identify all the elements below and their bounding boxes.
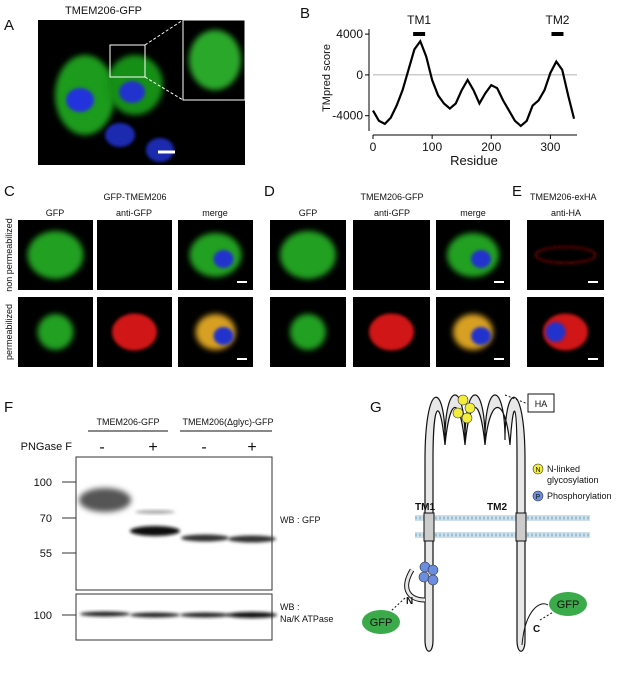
chart: TMpred score Residue 4000 0 -4000 0 100 200 30… <box>321 13 577 168</box>
blot-label: WB : <box>280 602 300 612</box>
y-tick-label: 0 <box>356 68 363 82</box>
cell <box>280 231 336 279</box>
band <box>80 611 130 617</box>
panel-title: TMEM206-GFP <box>65 5 142 17</box>
legend-symbol: N <box>535 467 540 474</box>
lane-label: + <box>247 439 256 456</box>
group-label: TMEM206(Δglyc)-GFP <box>182 417 273 427</box>
x-tick-label: 100 <box>422 140 442 154</box>
x-tick-label: 200 <box>481 140 501 154</box>
band <box>180 612 230 618</box>
tm-label: TM2 <box>487 502 507 513</box>
panel-label: E <box>512 183 522 200</box>
blot <box>75 456 273 591</box>
band <box>130 612 180 618</box>
band <box>135 510 175 514</box>
nucleus <box>213 250 234 268</box>
legend-label: glycosylation <box>547 475 599 485</box>
connector <box>144 76 184 101</box>
terminus-label: C <box>533 624 540 635</box>
inset <box>182 19 246 101</box>
tag-label: HA <box>535 399 548 409</box>
gfp-label: GFP <box>370 617 393 629</box>
cell <box>535 246 596 264</box>
marker-label: 55 <box>40 548 52 560</box>
nucleus <box>213 327 234 345</box>
marker-label: 70 <box>40 513 52 525</box>
panel-label: D <box>264 183 275 200</box>
gfp-label: GFP <box>557 599 580 611</box>
line <box>372 38 576 128</box>
band <box>181 534 229 542</box>
row-label: non permeabilized <box>4 218 14 292</box>
micrograph <box>38 20 245 165</box>
terminus-label: N <box>406 596 413 607</box>
cell <box>112 313 157 351</box>
band <box>228 535 276 543</box>
row-label: permeabilized <box>4 304 14 360</box>
x-tick-label: 300 <box>540 140 560 154</box>
treatment-label: PNGase F <box>21 441 73 453</box>
lane-label: + <box>148 439 157 456</box>
annotation-bar <box>413 32 426 36</box>
column-label: GFP <box>299 208 318 218</box>
cell <box>369 313 414 351</box>
column-label: anti-HA <box>551 208 581 218</box>
nucleus <box>471 250 491 268</box>
blot-label: Na/K ATPase <box>280 614 333 624</box>
nucleus <box>471 327 491 345</box>
legend-symbol: P <box>536 494 541 501</box>
micrographs <box>18 220 604 367</box>
y-axis-label: TMpred score <box>321 44 333 112</box>
cell <box>290 314 326 350</box>
panel-label: F <box>4 399 13 416</box>
annotation: TM2 <box>545 13 569 27</box>
panel-label: G <box>370 399 382 416</box>
lane-label: - <box>201 439 206 456</box>
group-label: TMEM206-GFP <box>96 417 159 427</box>
band <box>227 612 277 618</box>
panel-label: C <box>4 183 15 200</box>
column-label: anti-GFP <box>374 208 410 218</box>
micrograph <box>527 220 604 290</box>
marker-label: 100 <box>34 477 52 489</box>
panel-title: TMEM206-exHA <box>530 192 597 202</box>
topology-diagram <box>362 393 590 652</box>
nucleus <box>545 322 566 342</box>
panel-title: TMEM206-GFP <box>360 192 423 202</box>
band <box>130 526 180 536</box>
column-label: merge <box>460 208 486 218</box>
panel-label: B <box>300 5 310 22</box>
y-tick-label: 4000 <box>336 27 363 41</box>
inset-box <box>109 44 146 78</box>
connector <box>144 19 184 46</box>
x-axis-label: Residue <box>450 153 498 168</box>
y-tick-label: -4000 <box>332 109 363 123</box>
panel-title: GFP-TMEM206 <box>103 192 166 202</box>
x-tick-label: 0 <box>370 140 377 154</box>
legend-label: Phosphorylation <box>547 491 612 501</box>
column-label: merge <box>202 208 228 218</box>
column-label: anti-GFP <box>116 208 152 218</box>
cell <box>37 314 74 350</box>
panel-label: A <box>4 17 14 34</box>
cell <box>27 231 84 279</box>
band <box>79 488 131 512</box>
annotation-bar <box>551 32 564 36</box>
micrograph <box>97 220 172 290</box>
tm-label: TM1 <box>415 502 435 513</box>
annotation: TM1 <box>407 13 431 27</box>
marker-label: 100 <box>34 610 52 622</box>
micrograph <box>353 220 430 290</box>
legend-label: N-linked <box>547 464 580 474</box>
column-label: GFP <box>46 208 65 218</box>
lane-label: - <box>99 439 104 456</box>
blot-label: WB : GFP <box>280 515 321 525</box>
